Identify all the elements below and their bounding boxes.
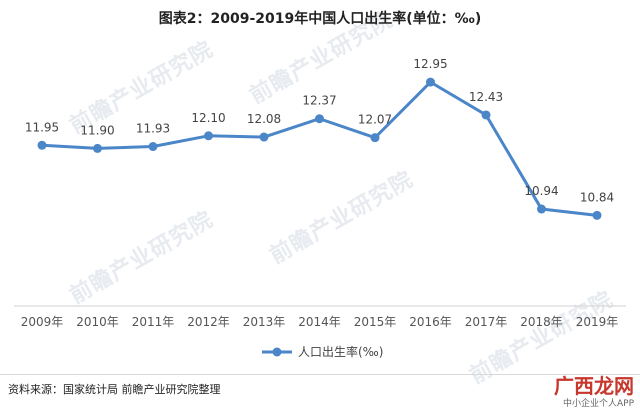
- data-point: [93, 143, 102, 153]
- legend-marker: [272, 347, 282, 357]
- data-point: [315, 114, 324, 124]
- data-point: [592, 210, 602, 220]
- data-point: [148, 142, 158, 152]
- data-label: 12.95: [413, 57, 447, 71]
- data-label: 11.90: [80, 123, 114, 137]
- x-tick-label: 2017年: [465, 315, 508, 329]
- x-tick-label: 2016年: [409, 315, 452, 329]
- corner-logo: 广西龙网: [554, 374, 634, 398]
- data-point: [204, 131, 213, 141]
- x-tick-label: 2018年: [520, 315, 563, 329]
- x-tick-label: 2011年: [132, 315, 175, 329]
- divider: [0, 374, 640, 375]
- legend-label: 人口出生率(‰): [298, 344, 383, 359]
- data-label: 10.94: [524, 184, 558, 198]
- data-point: [37, 140, 47, 150]
- x-tick-label: 2015年: [354, 315, 397, 329]
- data-point: [259, 132, 269, 142]
- data-point: [481, 110, 491, 120]
- data-label: 12.37: [302, 94, 336, 108]
- data-point: [537, 204, 546, 214]
- x-tick-label: 2010年: [76, 315, 119, 329]
- data-label: 11.93: [136, 122, 170, 136]
- x-tick-label: 2009年: [21, 315, 64, 329]
- source-note: 资料来源：国家统计局 前瞻产业研究院整理: [8, 383, 221, 396]
- data-point: [370, 133, 380, 143]
- chart-title: 图表2：2009-2019年中国人口出生率(单位：‰): [158, 11, 482, 27]
- data-label: 10.84: [580, 190, 614, 204]
- data-label: 12.10: [191, 111, 225, 125]
- x-tick-label: 2012年: [187, 315, 230, 329]
- x-tick-label: 2019年: [576, 315, 619, 329]
- x-tick-label: 2013年: [243, 315, 286, 329]
- data-label: 12.43: [469, 90, 503, 104]
- data-point: [426, 77, 435, 87]
- x-tick-label: 2014年: [298, 315, 341, 329]
- data-label: 11.95: [25, 120, 59, 134]
- data-label: 12.07: [358, 113, 392, 127]
- data-label: 12.08: [247, 112, 281, 126]
- corner-subtext: 中小企业个人APP: [562, 399, 634, 409]
